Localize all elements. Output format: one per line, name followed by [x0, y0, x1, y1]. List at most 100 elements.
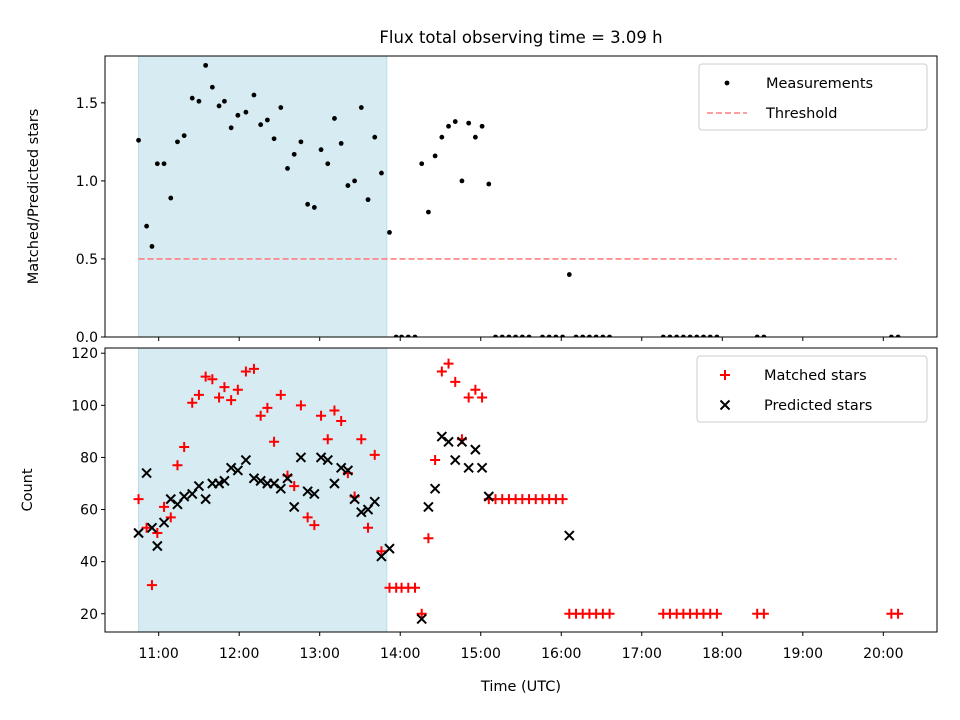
measurement-point	[405, 334, 411, 337]
measurement-point	[499, 334, 505, 337]
measurement-point	[680, 334, 686, 337]
predicted-star-point	[329, 478, 340, 489]
measurement-point	[519, 334, 525, 337]
matched-star-point	[214, 392, 225, 403]
predicted-star-point	[356, 506, 367, 518]
x-tick-label: 20:00	[863, 646, 903, 662]
predicted-star-point	[133, 527, 144, 539]
measurement-point	[311, 205, 317, 210]
predicted-star-point	[275, 483, 287, 494]
matched-star-point	[450, 376, 461, 387]
predicted-star-point	[483, 491, 495, 502]
measurement-point	[235, 112, 241, 118]
matched-star-point	[193, 389, 204, 400]
matched-star-point	[141, 522, 152, 533]
measurement-point	[412, 334, 418, 337]
matched-star-point	[146, 580, 157, 591]
predicted-star-point	[384, 543, 395, 554]
matched-star-point	[226, 395, 237, 406]
predicted-star-point	[152, 540, 163, 552]
measurement-point	[399, 334, 404, 337]
predicted-star-point	[200, 493, 211, 505]
measurement-point	[203, 62, 209, 68]
matched-star-point	[443, 358, 454, 369]
predicted-star-point	[282, 473, 293, 484]
matched-star-point	[893, 608, 904, 619]
series-matched-stars	[133, 358, 904, 619]
measurement-point	[258, 122, 264, 128]
predicted-star-point	[315, 452, 327, 463]
matched-star-point	[275, 389, 286, 400]
measurement-point	[754, 334, 760, 337]
measurement-point	[587, 334, 592, 337]
matched-star-point	[200, 371, 211, 382]
measurement-point	[573, 334, 579, 337]
predicted-star-point	[443, 436, 454, 448]
y-tick-label: 1.5	[76, 96, 98, 112]
series-measurements	[136, 62, 901, 337]
predicted-star-point	[289, 501, 300, 513]
measurement-point	[553, 334, 559, 337]
measurement-point	[264, 117, 270, 123]
predicted-star-point	[436, 431, 448, 442]
matched-star-point	[187, 397, 198, 408]
matched-star-point	[133, 494, 144, 505]
predicted-star-point	[429, 483, 441, 494]
measurement-point	[345, 183, 351, 188]
predicted-star-point	[225, 462, 237, 474]
predicted-star-point	[322, 454, 333, 466]
x-tick-label: 16:00	[541, 646, 581, 662]
predicted-star-point	[423, 501, 434, 513]
x-tick-label: 13:00	[300, 646, 340, 662]
measurement-point	[506, 334, 512, 337]
matched-star-point	[165, 512, 176, 523]
legend-label: Predicted stars	[764, 398, 872, 414]
measurement-point	[513, 334, 519, 337]
measurement-point	[566, 272, 572, 277]
matched-star-point	[255, 410, 266, 421]
measurement-point	[228, 125, 234, 131]
y-tick-label: 0.5	[76, 252, 98, 268]
y-tick-label: 20	[80, 607, 98, 623]
measurement-point	[707, 334, 713, 337]
matched-star-point	[329, 405, 340, 416]
measurement-point	[452, 119, 458, 124]
measurement-point	[278, 105, 284, 110]
measurement-point	[540, 334, 545, 337]
legend-label: Matched stars	[764, 368, 867, 384]
matched-star-point	[172, 460, 183, 471]
measurement-point	[379, 170, 384, 176]
matched-star-point	[430, 455, 441, 466]
y-tick-label: 0.0	[76, 330, 98, 346]
predicted-star-point	[146, 522, 158, 533]
matched-star-point	[316, 410, 327, 421]
predicted-star-point	[335, 462, 347, 474]
matched-star-point	[322, 434, 333, 445]
x-tick-label: 11:00	[138, 646, 178, 662]
measurement-point	[338, 141, 344, 146]
y-tick-label: 120	[71, 346, 98, 362]
matched-star-point	[477, 392, 488, 403]
plot-area	[136, 62, 901, 337]
predicted-star-point	[456, 436, 468, 448]
measurement-point	[144, 223, 150, 229]
measurement-point	[439, 134, 445, 140]
series-predicted-stars	[133, 431, 575, 625]
measurement-point	[667, 334, 673, 337]
measurement-point	[895, 334, 901, 337]
matched-star-point	[758, 608, 769, 619]
measurement-point	[687, 334, 693, 337]
measurement-point	[694, 334, 700, 337]
matched-star-point	[248, 363, 259, 374]
predicted-star-point	[240, 454, 252, 466]
measurement-point	[175, 139, 180, 145]
measurement-point	[305, 201, 311, 207]
y-tick-label: 1.0	[76, 174, 98, 190]
predicted-star-point	[193, 480, 205, 492]
measurement-point	[486, 181, 492, 187]
measurement-point	[580, 334, 586, 337]
measurement-point	[600, 334, 606, 337]
measurement-point	[546, 334, 552, 337]
predicted-star-point	[255, 475, 266, 487]
measurement-point	[660, 334, 666, 337]
